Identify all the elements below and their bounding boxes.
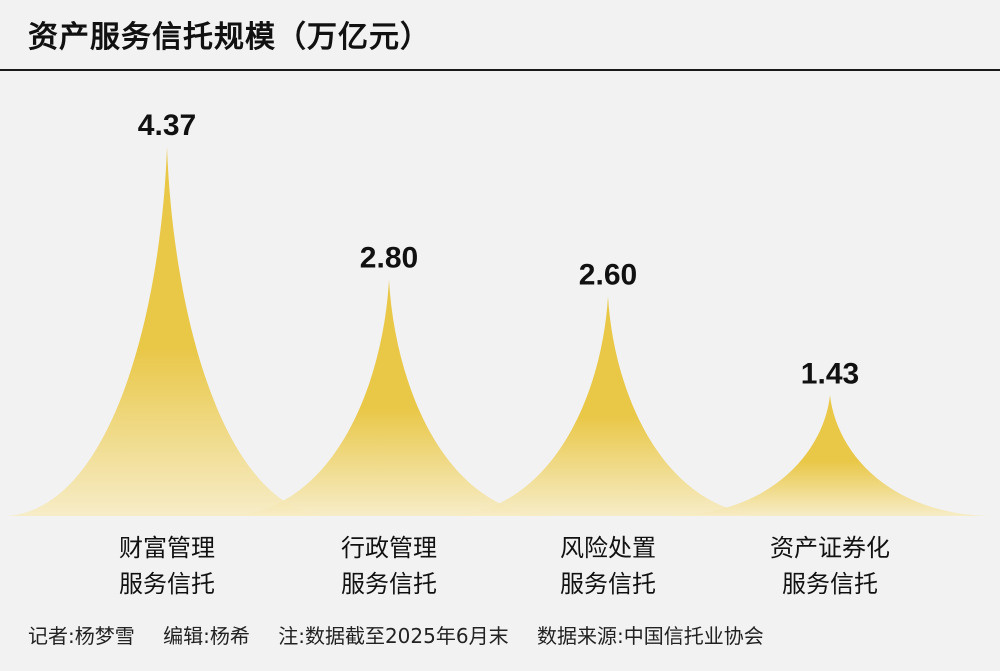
category-label-line: 资产证券化: [770, 534, 890, 562]
peak-bar-1: [7, 147, 327, 516]
category-label-1: 财富管理 服务信托: [67, 530, 267, 602]
category-label-line: 服务信托: [782, 570, 878, 598]
category-label-line: 风险处置: [560, 534, 656, 562]
category-label-line: 服务信托: [341, 570, 437, 598]
title-divider: [0, 69, 1000, 71]
peak-bar-2: [229, 279, 549, 516]
category-label-2: 行政管理 服务信托: [289, 530, 489, 602]
peak-chart: 4.37 2.80 2.60 1.43: [7, 109, 990, 516]
category-label-4: 资产证券化 服务信托: [730, 530, 930, 602]
chart-title: 资产服务信托规模（万亿元）: [28, 20, 431, 55]
peak-bar-3: [448, 296, 768, 516]
footer: 记者:杨梦雪 编辑:杨希 注:数据截至2025年6月末 数据来源:中国信托业协会: [28, 620, 786, 649]
peak-bar-4: [670, 395, 990, 516]
value-label-4: 1.43: [801, 357, 859, 390]
value-label-1: 4.37: [138, 109, 196, 142]
category-label-line: 行政管理: [341, 534, 437, 562]
editor-credit: 编辑:杨希: [163, 624, 250, 648]
value-label-2: 2.80: [360, 242, 418, 275]
category-label-line: 服务信托: [560, 570, 656, 598]
category-label-line: 财富管理: [119, 534, 215, 562]
data-note: 注:数据截至2025年6月末: [278, 624, 509, 648]
reporter-credit: 记者:杨梦雪: [28, 624, 135, 648]
category-label-3: 风险处置 服务信托: [508, 530, 708, 602]
category-label-line: 服务信托: [119, 570, 215, 598]
value-label-3: 2.60: [579, 258, 637, 291]
data-source: 数据来源:中国信托业协会: [536, 624, 764, 648]
